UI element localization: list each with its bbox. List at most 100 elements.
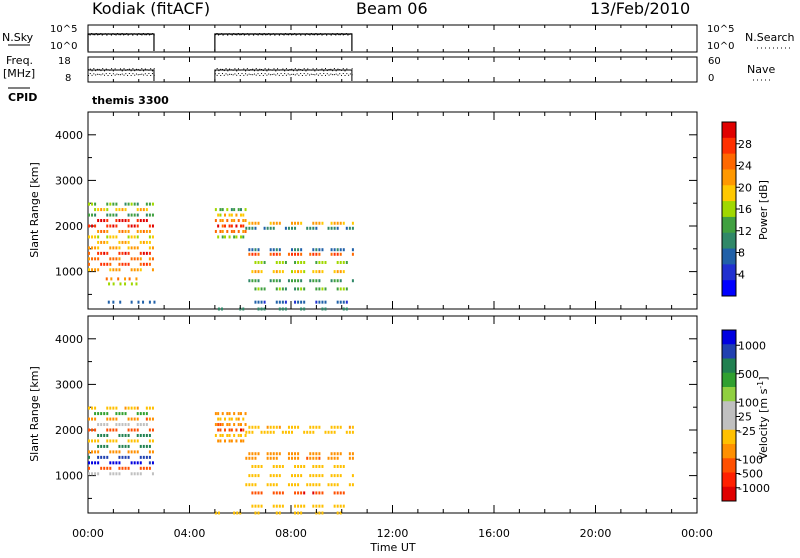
- velocity-point: [348, 425, 351, 429]
- station-title: Kodiak (fitACF): [92, 0, 210, 18]
- velocity-point: [115, 472, 118, 476]
- power-point: [321, 260, 324, 264]
- velocity-point: [315, 456, 318, 460]
- freq-point: [227, 70, 229, 72]
- range-tick-label: 3000: [55, 378, 83, 391]
- velocity-point: [139, 472, 142, 476]
- nsky-point: [109, 33, 111, 35]
- velocity-point: [103, 412, 106, 416]
- power-colorbar-swatch: [722, 280, 736, 297]
- velocity-point: [300, 504, 303, 508]
- velocity-point: [91, 461, 94, 465]
- power-point: [345, 226, 348, 230]
- power-point: [339, 300, 342, 304]
- velocity-point: [88, 450, 90, 454]
- nave-point: [328, 74, 330, 76]
- cpid-value: themis 3300: [92, 94, 169, 107]
- power-point: [224, 213, 227, 217]
- nave-point: [303, 73, 305, 75]
- velocity-colorbar-tick-label: -25: [738, 425, 756, 438]
- nsky-point: [91, 33, 93, 35]
- power-point: [248, 226, 251, 230]
- velocity-point: [236, 511, 239, 515]
- velocity-point: [94, 412, 97, 416]
- freq-point: [268, 68, 270, 70]
- power-colorbar-tick-label: 12: [738, 225, 752, 238]
- velocity-point: [257, 511, 260, 515]
- power-point: [297, 270, 300, 274]
- power-point: [228, 213, 231, 217]
- range-tick-label: 4000: [55, 129, 83, 142]
- freq-point: [243, 68, 245, 70]
- velocity-point: [145, 444, 148, 448]
- freq-point: [248, 69, 250, 71]
- velocity-point: [291, 430, 293, 434]
- velocity-point: [300, 511, 303, 515]
- power-point: [226, 229, 229, 233]
- power-point: [235, 224, 238, 228]
- nave-point: [285, 74, 287, 76]
- velocity-point: [136, 412, 139, 416]
- power-point: [127, 229, 130, 233]
- nave-point: [137, 74, 139, 76]
- freq-point: [89, 68, 91, 70]
- velocity-point: [133, 428, 136, 432]
- nsky-point: [310, 33, 312, 35]
- velocity-point: [97, 433, 100, 437]
- nsky-point: [284, 33, 287, 35]
- power-point: [251, 270, 254, 274]
- power-point: [106, 240, 109, 244]
- velocity-point: [330, 483, 333, 487]
- nave-point: [119, 74, 121, 76]
- power-point: [230, 213, 233, 217]
- power-point: [148, 262, 151, 266]
- velocity-point: [88, 406, 90, 410]
- freq-point: [153, 68, 155, 70]
- power-point: [333, 221, 336, 225]
- velocity-point: [130, 461, 133, 465]
- velocity-point: [251, 464, 254, 468]
- velocity-point: [309, 474, 312, 478]
- velocity-point: [219, 428, 222, 432]
- velocity-point: [306, 483, 309, 487]
- velocity-point: [124, 466, 127, 470]
- velocity-point: [109, 461, 112, 465]
- range-tick-label: 1000: [55, 470, 83, 483]
- power-point: [278, 248, 281, 252]
- velocity-point: [145, 412, 148, 416]
- power-point: [254, 287, 257, 291]
- power-point: [342, 300, 345, 304]
- power-point: [130, 257, 133, 261]
- velocity-point: [333, 504, 336, 508]
- nave-point: [241, 73, 243, 75]
- velocity-point: [336, 491, 339, 495]
- power-point: [136, 268, 139, 272]
- power-point: [94, 235, 97, 239]
- power-point: [118, 229, 121, 233]
- velocity-point: [351, 483, 354, 487]
- velocity-point: [148, 417, 151, 421]
- nsky-point: [312, 33, 314, 36]
- power-point: [284, 287, 287, 291]
- power-point: [112, 224, 115, 228]
- nave-point: [261, 73, 263, 75]
- power-point: [221, 224, 224, 228]
- velocity-colorbar-swatch: [722, 344, 736, 359]
- power-point: [136, 257, 139, 261]
- nsky-point: [234, 33, 236, 36]
- nsky-tick-bottom: 10^0: [50, 41, 77, 52]
- velocity-point: [219, 423, 222, 427]
- power-point: [230, 229, 233, 233]
- velocity-point: [228, 423, 231, 427]
- velocity-point: [348, 483, 351, 487]
- power-point: [275, 279, 278, 283]
- nsky-point: [344, 33, 346, 36]
- power-point: [121, 229, 124, 233]
- velocity-point: [297, 452, 300, 456]
- power-point: [220, 307, 223, 311]
- power-point: [88, 262, 90, 266]
- velocity-point: [309, 452, 312, 456]
- nave-point: [337, 74, 339, 76]
- power-point: [148, 257, 151, 261]
- velocity-point: [312, 456, 315, 460]
